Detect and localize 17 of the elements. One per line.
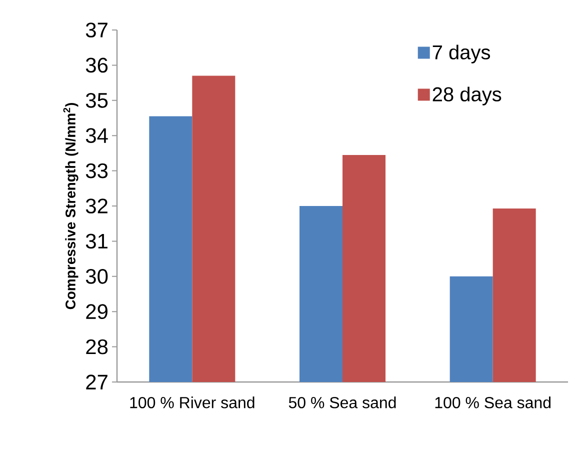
y-tick-label: 36 [86, 58, 108, 73]
x-tick-label: 50 % Sea sand [288, 396, 396, 408]
y-tick-label: 32 [86, 198, 108, 214]
y-tick-label: 33 [86, 163, 108, 178]
legend-label: 7 days [432, 44, 490, 64]
x-tick-label: 100 % River sand [130, 396, 254, 408]
y-tick-label: 34 [86, 128, 108, 144]
y-tick-label: 30 [86, 268, 108, 284]
y-tick-label: 35 [86, 92, 108, 108]
legend-label: 28 days [432, 86, 502, 106]
y-tick-label: 37 [86, 22, 108, 38]
y-axis-title: Compressive Strength (N/mm$^{2}$) [63, 102, 78, 310]
x-tick-label: 100 % Sea sand [435, 396, 550, 408]
y-tick-label: 29 [86, 304, 108, 320]
y-tick-label: 31 [86, 234, 108, 249]
y-tick-label: 28 [86, 339, 108, 354]
y-tick-label: 27 [86, 374, 108, 390]
